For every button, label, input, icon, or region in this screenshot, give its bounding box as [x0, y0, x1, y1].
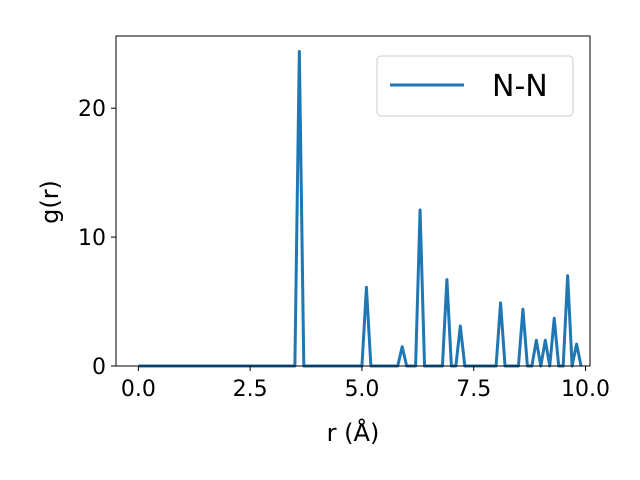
y-tick-label: 0 [92, 355, 106, 380]
legend-label-n-n: N-N [492, 69, 548, 104]
y-tick-label: 10 [78, 226, 106, 251]
plot-frame [115, 35, 591, 367]
legend-box [376, 55, 574, 117]
y-tick-label: 20 [78, 97, 106, 122]
legend: N-N [376, 55, 574, 117]
axis-ticks: 0.0 2.5 5.0 7.5 10.0 0 10 20 [78, 97, 610, 402]
x-tick-label: 7.5 [456, 377, 491, 402]
x-axis-label: r (Å) [327, 418, 380, 447]
x-tick-label: 0.0 [121, 377, 156, 402]
x-tick-label: 2.5 [233, 377, 268, 402]
x-tick-label: 10.0 [561, 377, 610, 402]
x-tick-label: 5.0 [344, 377, 379, 402]
y-axis-label: g(r) [36, 180, 64, 224]
